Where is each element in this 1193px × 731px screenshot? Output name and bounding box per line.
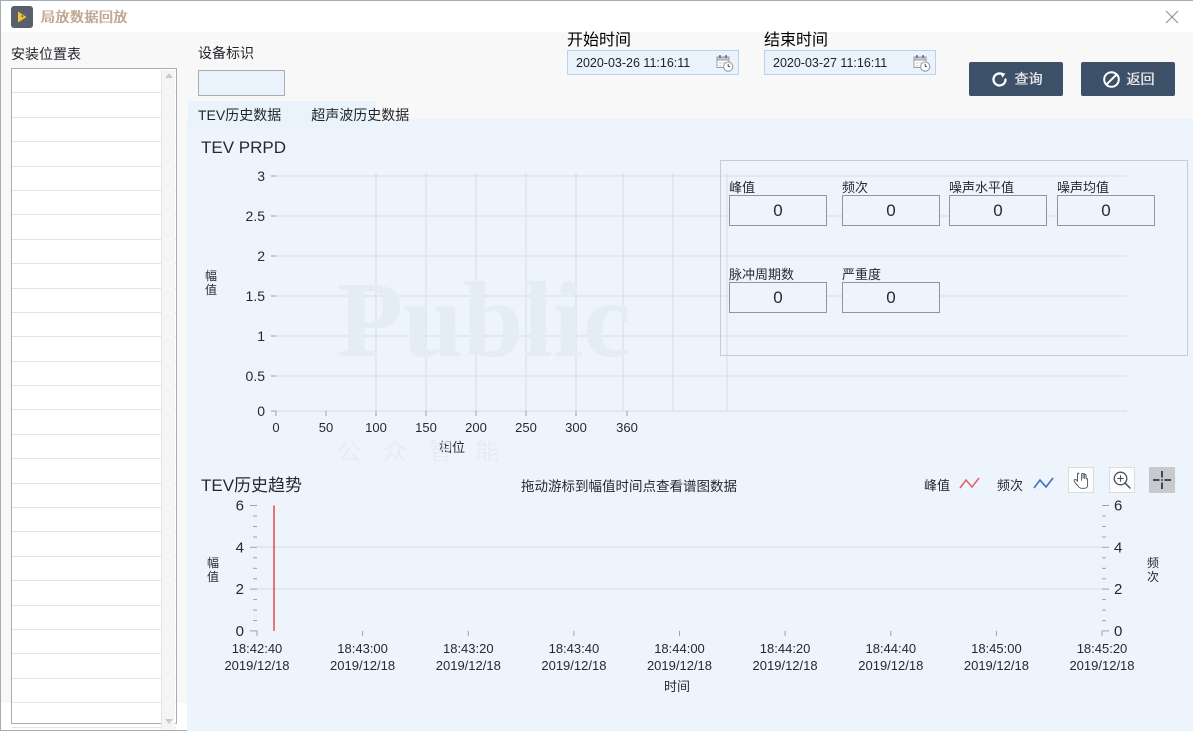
svg-text:18:44:40: 18:44:40	[865, 641, 916, 656]
svg-text:0: 0	[272, 420, 279, 435]
svg-text:18:44:00: 18:44:00	[654, 641, 705, 656]
svg-text:0: 0	[1114, 623, 1122, 640]
svg-text:0: 0	[236, 623, 244, 640]
svg-text:18:43:00: 18:43:00	[337, 641, 388, 656]
svg-text:1: 1	[257, 328, 265, 344]
svg-text:2019/12/18: 2019/12/18	[224, 658, 289, 673]
svg-text:2019/12/18: 2019/12/18	[541, 658, 606, 673]
svg-text:2019/12/18: 2019/12/18	[647, 658, 712, 673]
svg-text:3: 3	[257, 168, 265, 184]
svg-text:18:43:20: 18:43:20	[443, 641, 494, 656]
svg-text:6: 6	[1114, 498, 1122, 515]
svg-text:0.5: 0.5	[246, 368, 266, 384]
svg-text:2019/12/18: 2019/12/18	[858, 658, 923, 673]
svg-text:18:44:20: 18:44:20	[760, 641, 811, 656]
svg-text:2019/12/18: 2019/12/18	[753, 658, 818, 673]
svg-text:4: 4	[236, 539, 244, 556]
svg-text:2: 2	[257, 248, 265, 264]
svg-text:4: 4	[1114, 539, 1122, 556]
svg-text:2019/12/18: 2019/12/18	[1069, 658, 1134, 673]
svg-text:18:43:40: 18:43:40	[549, 641, 600, 656]
svg-text:1.5: 1.5	[246, 288, 266, 304]
svg-text:0: 0	[257, 403, 265, 419]
svg-text:2019/12/18: 2019/12/18	[964, 658, 1029, 673]
svg-text:50: 50	[319, 420, 333, 435]
svg-text:2019/12/18: 2019/12/18	[436, 658, 501, 673]
svg-text:时间: 时间	[664, 679, 690, 694]
svg-text:18:45:20: 18:45:20	[1077, 641, 1128, 656]
svg-text:2: 2	[236, 581, 244, 598]
svg-text:2.5: 2.5	[246, 208, 266, 224]
svg-text:6: 6	[236, 498, 244, 515]
svg-text:18:45:00: 18:45:00	[971, 641, 1022, 656]
svg-text:18:42:40: 18:42:40	[232, 641, 283, 656]
svg-text:2: 2	[1114, 581, 1122, 598]
svg-text:2019/12/18: 2019/12/18	[330, 658, 395, 673]
